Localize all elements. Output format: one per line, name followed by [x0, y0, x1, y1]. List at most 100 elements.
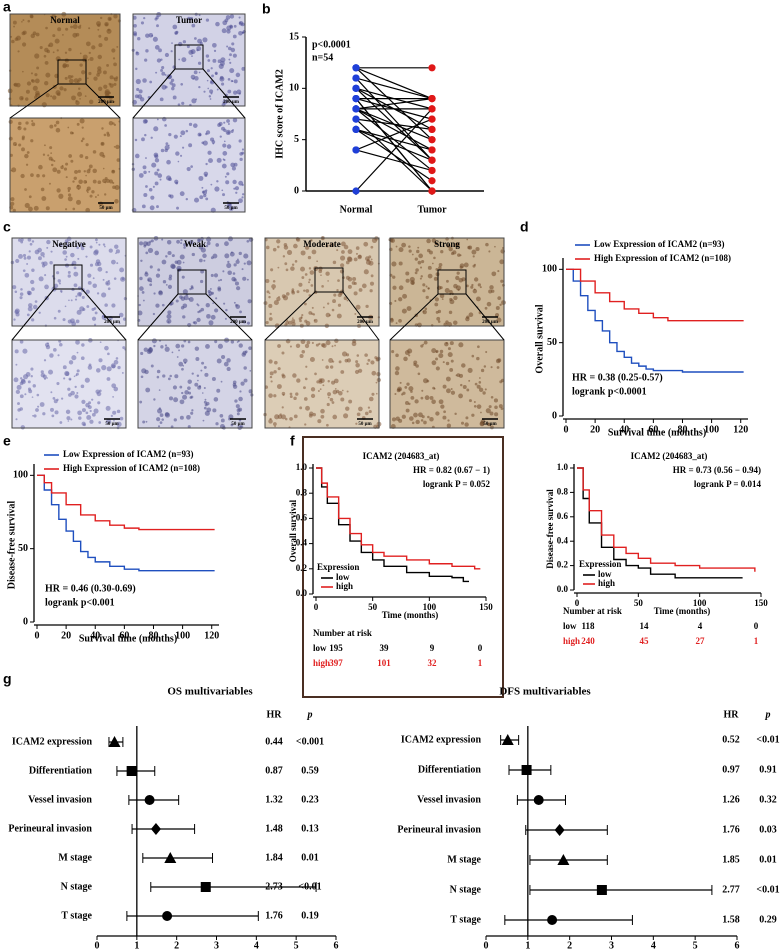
cell: [443, 410, 446, 414]
cell: [31, 119, 34, 123]
cell: [453, 320, 458, 325]
cell: [178, 41, 183, 47]
cell: [57, 27, 62, 32]
cell: [132, 15, 137, 20]
cell: [65, 371, 70, 376]
cell: [91, 398, 94, 401]
cell: [201, 186, 204, 189]
cell: [338, 390, 343, 396]
cell: [170, 78, 175, 82]
cell: [104, 303, 108, 307]
cell: [10, 169, 13, 172]
cell: [182, 394, 188, 400]
cell: [391, 417, 396, 422]
cell: [185, 129, 189, 133]
cell: [291, 319, 296, 323]
x-tick-label: 2: [174, 940, 179, 949]
cell: [408, 354, 411, 357]
cell: [222, 193, 226, 197]
x-tick-label: 100: [693, 598, 707, 608]
zoom-box: [53, 264, 83, 290]
cell: [465, 416, 469, 420]
cell: [308, 278, 311, 281]
cell: [396, 388, 401, 393]
cell: [438, 266, 442, 270]
risk-table-title: Number at risk: [313, 628, 372, 638]
cell: [148, 170, 151, 173]
cell: [22, 19, 25, 22]
cell: [499, 380, 503, 384]
cell: [29, 14, 34, 18]
cell: [53, 160, 56, 162]
cell: [138, 173, 144, 178]
cell: [154, 154, 159, 159]
zoom-line: [137, 293, 179, 341]
cell: [191, 98, 197, 104]
micrograph: [388, 236, 506, 328]
cell: [219, 278, 223, 282]
cell: [266, 245, 270, 250]
cell: [50, 163, 54, 167]
cell: [25, 163, 29, 166]
cell: [74, 169, 78, 174]
cell: [366, 362, 369, 366]
cell: [455, 242, 459, 246]
cell: [221, 163, 227, 169]
x-tick-label: 120: [204, 630, 219, 641]
cell: [99, 341, 102, 344]
cell: [478, 381, 482, 384]
cell: [236, 341, 239, 343]
cell: [238, 30, 243, 36]
cell: [445, 361, 450, 366]
cell: [85, 143, 89, 147]
cell: [187, 16, 191, 21]
cell: [233, 79, 238, 84]
scale-bar-label: 50 μm: [231, 422, 245, 427]
cell: [57, 309, 61, 313]
cell: [244, 350, 248, 354]
risk-count: 195: [329, 643, 343, 653]
risk-row-label: high: [563, 636, 580, 646]
cell: [242, 320, 247, 324]
cell: [32, 85, 38, 91]
cell: [182, 40, 187, 44]
x-tick-label: 80: [677, 424, 687, 435]
cell: [77, 410, 82, 416]
scale-bar-label: 200 μm: [98, 100, 115, 105]
cell: [305, 289, 310, 293]
cell: [18, 143, 22, 147]
cell: [341, 250, 345, 254]
cell: [346, 256, 352, 262]
cell: [310, 393, 316, 399]
cell: [291, 290, 296, 295]
hr-value: 0.87: [265, 765, 283, 776]
cell: [201, 392, 204, 394]
cell: [75, 32, 80, 37]
micrograph-border: [132, 13, 246, 107]
y-tick-label: 50: [18, 543, 28, 554]
cell: [398, 261, 403, 266]
cell: [13, 83, 17, 87]
row-label: ICAM2 expression: [401, 734, 482, 745]
cell: [113, 359, 119, 365]
image-label: Tumor: [176, 15, 202, 25]
cell: [433, 256, 436, 260]
cell: [78, 77, 82, 82]
cell: [490, 366, 493, 369]
cell: [55, 127, 61, 133]
legend-label: high: [598, 578, 615, 588]
micrograph: [137, 337, 254, 431]
cell: [118, 312, 124, 318]
cell: [472, 288, 478, 294]
cell: [153, 398, 156, 401]
cell: [36, 173, 40, 178]
cell: [157, 268, 161, 272]
cell: [140, 351, 144, 356]
cell: [149, 240, 152, 243]
cell: [137, 36, 141, 41]
cell: [500, 279, 504, 283]
cell: [142, 241, 148, 247]
cell: [332, 414, 338, 420]
cell: [194, 382, 199, 387]
x-tick-label: 40: [90, 630, 100, 641]
